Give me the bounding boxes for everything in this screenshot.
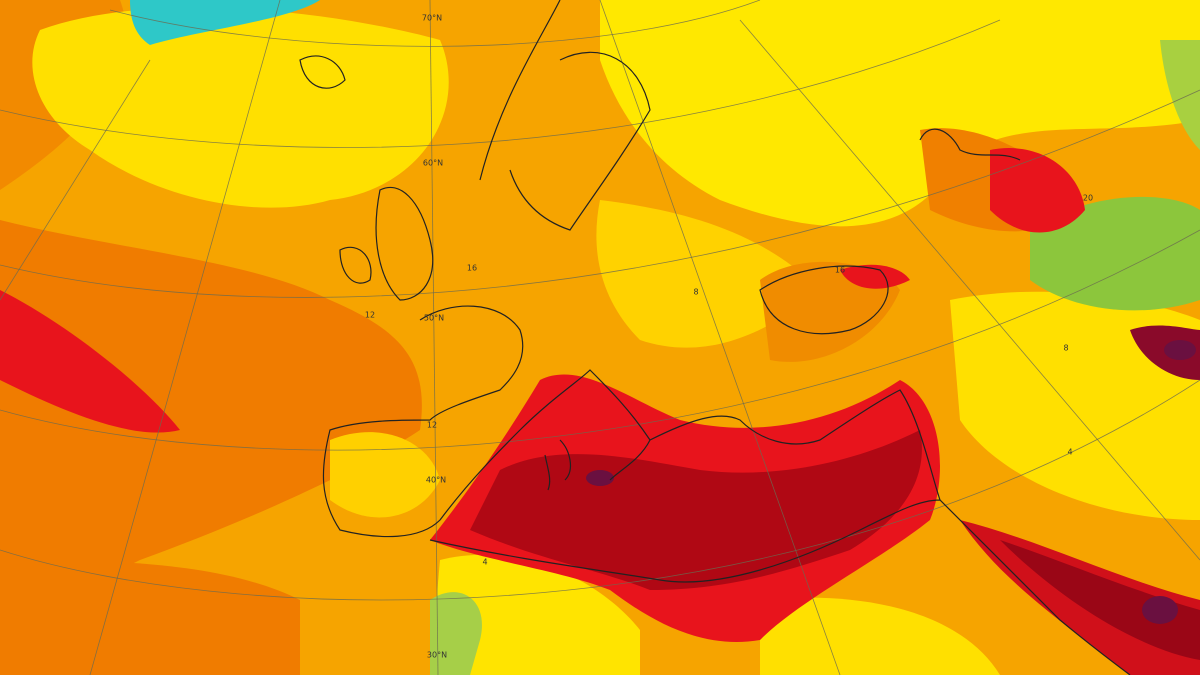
temperature-area <box>330 432 440 518</box>
contour-label: 12 <box>427 421 437 430</box>
latitude-label: 70°N <box>422 14 442 23</box>
contour-label: 20 <box>1083 194 1093 203</box>
temperature-area <box>840 264 910 289</box>
contour-label: 16 <box>467 264 477 273</box>
temperature-area <box>0 560 300 675</box>
temperature-area <box>1030 196 1200 311</box>
temperature-area <box>32 7 449 208</box>
temperature-area <box>1000 540 1200 660</box>
temperature-area <box>950 291 1200 520</box>
temperature-area <box>0 290 180 433</box>
temperature-area <box>470 430 922 590</box>
contour-label: 4 <box>482 558 487 567</box>
temperature-area <box>430 592 482 675</box>
contour-label: 8 <box>1063 344 1068 353</box>
temperature-area <box>760 597 1000 675</box>
temperature-area <box>430 554 640 675</box>
coastline <box>299 0 1131 675</box>
latitude-label: 60°N <box>423 159 443 168</box>
temperature-area <box>600 0 1200 227</box>
latitude-label: 50°N <box>424 314 444 323</box>
temperature-area <box>1142 596 1178 624</box>
latitude-label: 30°N <box>427 651 447 660</box>
contour-label: 12 <box>365 311 375 320</box>
latitude-label: 40°N <box>426 476 446 485</box>
temperature-area <box>130 0 320 45</box>
contour-label: 8 <box>693 288 698 297</box>
temperature-area <box>990 148 1085 233</box>
temperature-area <box>1160 40 1200 150</box>
temperature-area <box>586 470 614 486</box>
temperature-area <box>0 220 422 640</box>
temperature-area <box>1164 340 1196 360</box>
contour-label: 16 <box>835 266 845 275</box>
contour-label: 4 <box>1067 448 1072 457</box>
